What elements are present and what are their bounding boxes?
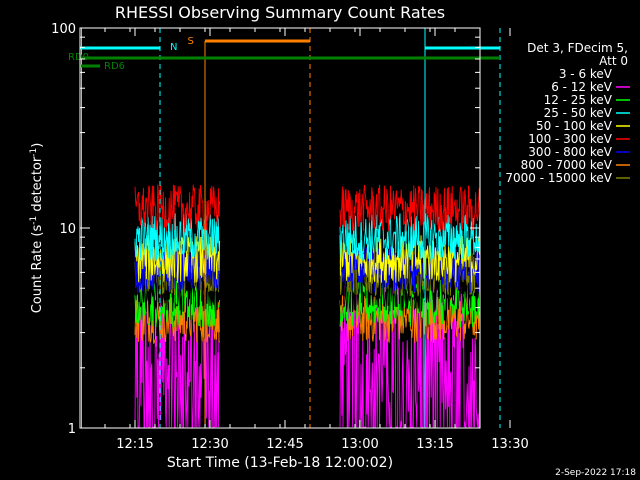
flag-S-label: S (188, 36, 194, 47)
series-line-6-segment-1 (339, 245, 481, 294)
x-tick-label-1: 12:30 (191, 437, 228, 452)
timestamp: 2-Sep-2022 17:18 (555, 468, 636, 478)
x-tick-label-4: 13:15 (416, 437, 453, 452)
x-tick-label-2: 12:45 (266, 437, 303, 452)
series-line-2-segment-1 (339, 279, 481, 329)
x-tick-label-3: 13:00 (341, 437, 378, 452)
series-line-3-segment-1 (339, 213, 481, 262)
legend-label-2: 12 - 25 keV (544, 93, 613, 107)
x-axis-label: Start Time (13-Feb-18 12:00:02) (167, 455, 393, 471)
series-line-1-segment-1 (339, 282, 481, 428)
legend-label-8: 7000 - 15000 keV (505, 171, 612, 185)
legend-label-6: 300 - 800 keV (528, 145, 612, 159)
flag-RD0-label: RD0 (68, 52, 89, 63)
flag-RD6-label: RD6 (104, 61, 125, 72)
y-tick-label-1: 10 (59, 222, 76, 237)
y-axis-label-main: Count Rate (s (30, 225, 45, 314)
legend-label-7: 800 - 7000 keV (521, 158, 613, 172)
x-tick-label-5: 13:30 (491, 437, 528, 452)
legend-label-5: 100 - 300 keV (528, 132, 612, 146)
y-axis-label-mid: detector (30, 156, 45, 216)
legend-label-3: 25 - 50 keV (544, 106, 613, 120)
legend-header-1: Det 3, FDecim 5, (527, 41, 628, 55)
legend-label-1: 6 - 12 keV (551, 80, 613, 94)
x-tick-label-0: 12:15 (116, 437, 153, 452)
y-axis-label: Count Rate (s-1 detector-1) (29, 143, 45, 314)
chart-title: RHESSI Observing Summary Count Rates (115, 3, 445, 22)
y-axis-label-end: ) (30, 143, 45, 148)
y-tick-label-2: 100 (51, 22, 76, 37)
y-tick-label-0: 1 (68, 422, 76, 437)
flag-N-label: N (170, 42, 177, 53)
flag-layer: NS RD0 RD6 (68, 28, 501, 428)
y-axis-label-sup2: -1 (29, 148, 39, 157)
legend-label-4: 50 - 100 keV (536, 119, 613, 133)
series-line-5-segment-1 (339, 184, 481, 233)
legend-header-2: Att 0 (599, 54, 628, 68)
y-axis-label-sup1: -1 (29, 216, 39, 225)
axis-ticks: 12:15 12:30 12:45 13:00 13:15 13:30 1 10 100 (51, 22, 529, 452)
legend-label-0: 3 - 6 keV (559, 67, 613, 81)
